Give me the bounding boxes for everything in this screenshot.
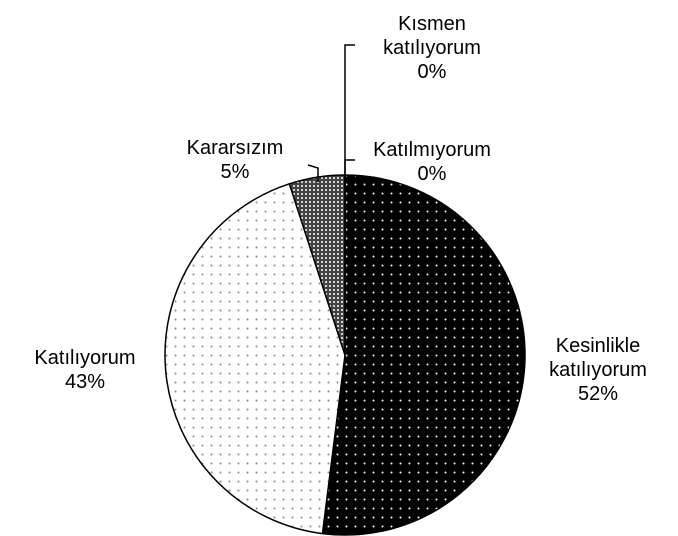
value-label: 5%: [220, 161, 250, 183]
value-label: 0%: [417, 61, 447, 83]
category-label: Kesinlikle katılıyorum: [549, 335, 647, 381]
slice-label: Katılıyorum 43%: [5, 346, 165, 394]
category-label: Kısmen katılıyorum: [383, 13, 481, 59]
leader-line: [307, 164, 319, 182]
category-label: Kararsızım: [186, 137, 284, 159]
slice-label: Kısmen katılıyorum 0%: [362, 12, 502, 84]
leader-line: [344, 44, 355, 176]
category-label: Katılmıyorum: [373, 139, 491, 161]
pie-slice: [164, 182, 346, 535]
value-label: 52%: [577, 383, 619, 405]
pie-slice: [321, 174, 526, 536]
slice-label: Katılmıyorum 0%: [369, 138, 495, 186]
value-label: 43%: [64, 371, 106, 393]
category-label: Katılıyorum: [34, 347, 136, 369]
leader-line: [344, 159, 355, 176]
value-label: 0%: [417, 163, 447, 185]
slice-label: Kararsızım 5%: [155, 136, 315, 184]
slice-label: Kesinlikle katılıyorum 52%: [528, 334, 668, 406]
